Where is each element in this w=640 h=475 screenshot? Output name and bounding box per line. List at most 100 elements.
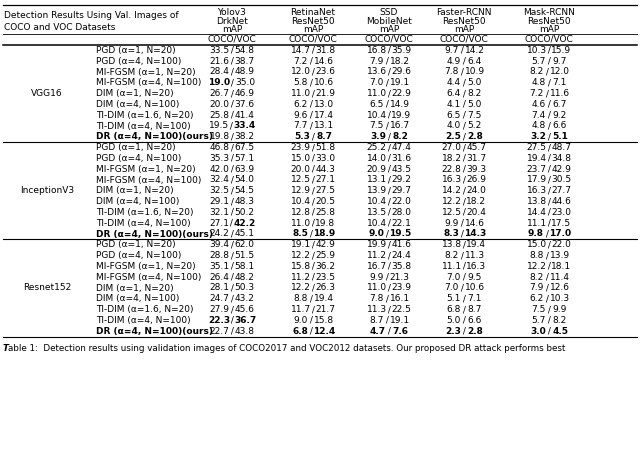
Text: 11.1: 11.1 — [527, 218, 547, 228]
Text: 29.2: 29.2 — [392, 175, 412, 184]
Text: /: / — [545, 133, 554, 141]
Text: 14.2: 14.2 — [465, 46, 484, 55]
Text: 9.9: 9.9 — [552, 305, 567, 314]
Text: 7.1: 7.1 — [552, 78, 567, 87]
Text: 7.4: 7.4 — [531, 111, 545, 120]
Text: 11.3: 11.3 — [465, 251, 484, 260]
Text: 10.3: 10.3 — [527, 46, 547, 55]
Text: 7.0: 7.0 — [444, 284, 459, 293]
Text: 2.8: 2.8 — [467, 327, 483, 336]
Text: 19.4: 19.4 — [314, 294, 333, 304]
Text: /: / — [545, 100, 554, 109]
Text: able 1:  Detection results using validation images of COCO2017 and VOC2012 datas: able 1: Detection results using validati… — [8, 343, 565, 352]
Text: InceptionV3: InceptionV3 — [20, 186, 74, 195]
Text: 18.2: 18.2 — [442, 154, 461, 163]
Text: 14.4: 14.4 — [527, 208, 547, 217]
Text: 11.1: 11.1 — [442, 262, 461, 271]
Text: 8.7: 8.7 — [467, 305, 482, 314]
Text: 5.0: 5.0 — [446, 316, 461, 325]
Text: 38.2: 38.2 — [234, 133, 255, 141]
Text: /: / — [228, 197, 236, 206]
Text: 4.7: 4.7 — [370, 327, 386, 336]
Text: 16.8: 16.8 — [367, 46, 387, 55]
Text: /: / — [307, 111, 316, 120]
Text: /: / — [460, 208, 468, 217]
Text: COCO/VOC: COCO/VOC — [207, 35, 257, 44]
Text: DIM (α=4, N=100): DIM (α=4, N=100) — [96, 197, 179, 206]
Text: mAP: mAP — [222, 25, 242, 34]
Text: 10.4: 10.4 — [367, 218, 387, 228]
Text: 12.2: 12.2 — [291, 284, 310, 293]
Text: 14.7: 14.7 — [291, 46, 310, 55]
Text: 11.3: 11.3 — [367, 305, 387, 314]
Text: 22.8: 22.8 — [442, 165, 461, 174]
Text: /: / — [385, 133, 394, 141]
Text: MI-FGSM (α=1, N=20): MI-FGSM (α=1, N=20) — [96, 262, 196, 271]
Text: PGD (α=4, N=100): PGD (α=4, N=100) — [96, 251, 181, 260]
Text: 23.9: 23.9 — [392, 284, 412, 293]
Text: 31.6: 31.6 — [392, 154, 412, 163]
Text: 16.3: 16.3 — [527, 186, 547, 195]
Text: MI-FGSM (α=4, N=100): MI-FGSM (α=4, N=100) — [96, 78, 202, 87]
Text: /: / — [228, 327, 236, 336]
Text: MI-FGSM (α=4, N=100): MI-FGSM (α=4, N=100) — [96, 273, 202, 282]
Text: /: / — [385, 327, 394, 336]
Text: 11.6: 11.6 — [550, 89, 570, 98]
Text: /: / — [543, 273, 552, 282]
Text: 4.8: 4.8 — [531, 78, 545, 87]
Text: 11.7: 11.7 — [291, 305, 310, 314]
Text: 4.9: 4.9 — [446, 57, 460, 66]
Text: Resnet152: Resnet152 — [23, 284, 71, 293]
Text: /: / — [228, 305, 236, 314]
Text: 37.6: 37.6 — [234, 100, 255, 109]
Text: 11.0: 11.0 — [367, 89, 387, 98]
Text: 27.7: 27.7 — [552, 186, 572, 195]
Text: 4.6: 4.6 — [531, 100, 545, 109]
Text: 22.0: 22.0 — [552, 240, 572, 249]
Text: 13.5: 13.5 — [367, 208, 387, 217]
Text: 62.0: 62.0 — [234, 240, 255, 249]
Text: /: / — [228, 208, 236, 217]
Text: 12.2: 12.2 — [442, 197, 461, 206]
Text: 7.0: 7.0 — [446, 273, 461, 282]
Text: 45.7: 45.7 — [467, 143, 486, 152]
Text: 27.0: 27.0 — [442, 143, 461, 152]
Text: 12.9: 12.9 — [291, 186, 310, 195]
Text: 6.4: 6.4 — [446, 89, 460, 98]
Text: 19.5: 19.5 — [389, 229, 412, 238]
Text: 23.6: 23.6 — [316, 67, 335, 76]
Text: 41.4: 41.4 — [234, 111, 254, 120]
Text: 35.8: 35.8 — [392, 262, 412, 271]
Text: 63.9: 63.9 — [234, 165, 255, 174]
Text: /: / — [307, 122, 316, 131]
Text: /: / — [460, 154, 468, 163]
Text: /: / — [308, 197, 317, 206]
Text: /: / — [228, 67, 236, 76]
Text: 17.9: 17.9 — [527, 175, 547, 184]
Text: 47.4: 47.4 — [392, 143, 412, 152]
Text: 19.1: 19.1 — [390, 316, 410, 325]
Text: 10.4: 10.4 — [367, 197, 387, 206]
Text: 42.2: 42.2 — [234, 218, 255, 228]
Text: /: / — [545, 57, 554, 66]
Text: /: / — [385, 240, 394, 249]
Text: mAP: mAP — [379, 25, 399, 34]
Text: 25.2: 25.2 — [367, 143, 387, 152]
Text: 12.6: 12.6 — [550, 284, 570, 293]
Text: /: / — [545, 111, 554, 120]
Text: 8.2: 8.2 — [529, 67, 544, 76]
Text: DIM (α=4, N=100): DIM (α=4, N=100) — [96, 294, 179, 304]
Text: 22.7: 22.7 — [210, 327, 230, 336]
Text: 15.0: 15.0 — [291, 154, 310, 163]
Text: 46.8: 46.8 — [209, 143, 230, 152]
Text: 13.9: 13.9 — [550, 251, 570, 260]
Text: /: / — [385, 175, 394, 184]
Text: PGD (α=4, N=100): PGD (α=4, N=100) — [96, 57, 181, 66]
Text: /: / — [307, 57, 316, 66]
Text: /: / — [228, 57, 236, 66]
Text: 4.0: 4.0 — [446, 122, 460, 131]
Text: 36.2: 36.2 — [316, 262, 335, 271]
Text: 50.2: 50.2 — [234, 208, 255, 217]
Text: 43.2: 43.2 — [234, 294, 254, 304]
Text: /: / — [460, 89, 468, 98]
